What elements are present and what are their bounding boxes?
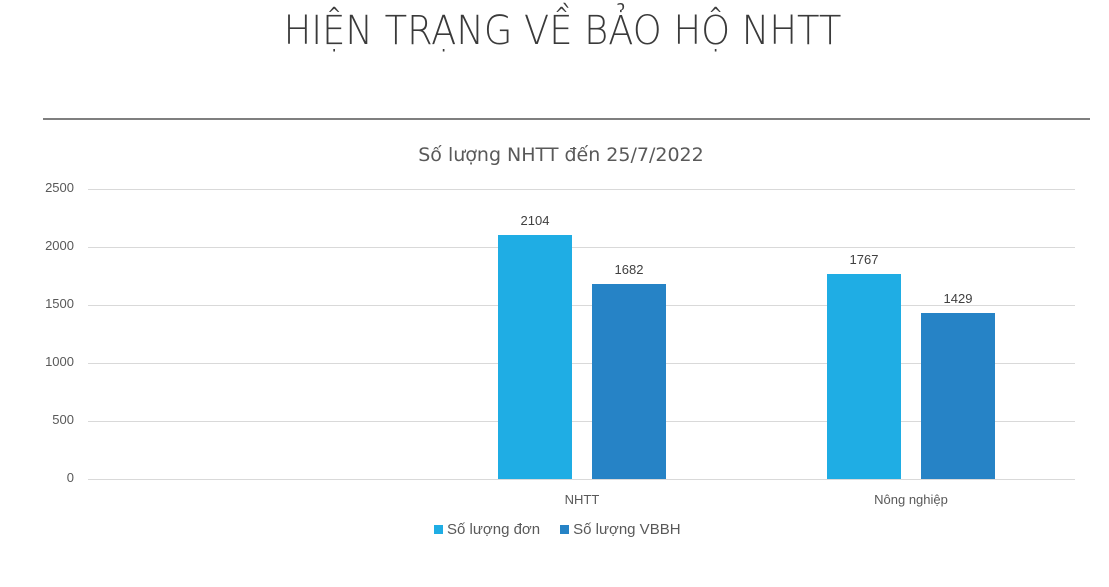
slide-title: HIỆN TRẠNG VỀ BẢO HỘ NHTT — [283, 8, 842, 54]
title-divider — [43, 118, 1090, 120]
bar-nhtt-so-luong-vbbh — [592, 284, 666, 479]
legend-swatch-icon — [560, 525, 570, 534]
data-label: 1767 — [849, 252, 879, 267]
y-tick-label: 1500 — [45, 296, 74, 311]
legend-item-so-luong-don: Số lượng đơn — [434, 521, 540, 538]
legend-item-so-luong-vbbh: Số lượng VBBH — [560, 521, 681, 538]
bar-nong-nghiep-so-luong-don — [827, 274, 901, 479]
y-tick-label: 2000 — [45, 238, 74, 253]
data-label: 1682 — [614, 262, 644, 277]
y-tick-label: 500 — [52, 412, 74, 427]
gridline-0 — [88, 479, 1075, 480]
legend-label: Số lượng VBBH — [573, 521, 681, 538]
plot-area: 2500 2000 1500 1000 500 0 2104 1682 1767… — [45, 180, 1075, 485]
chart-title: Số lượng NHTT đến 25/7/2022 — [418, 144, 704, 166]
chart-legend: Số lượng đơn Số lượng VBBH — [434, 521, 701, 538]
y-tick-label: 2500 — [45, 180, 74, 195]
gridline-1500 — [88, 305, 1075, 306]
bar-nong-nghiep-so-luong-vbbh — [921, 313, 995, 479]
y-tick-label: 1000 — [45, 354, 74, 369]
x-category-label: Nông nghiệp — [874, 492, 948, 507]
bar-nhtt-so-luong-don — [498, 235, 572, 479]
gridline-500 — [88, 421, 1075, 422]
legend-label: Số lượng đơn — [447, 521, 541, 538]
gridline-2500 — [88, 189, 1075, 190]
gridline-1000 — [88, 363, 1075, 364]
x-category-label: NHTT — [564, 492, 600, 507]
data-label: 1429 — [943, 291, 973, 306]
gridline-2000 — [88, 247, 1075, 248]
legend-swatch-icon — [434, 525, 443, 534]
y-tick-label: 0 — [66, 470, 74, 485]
data-label: 2104 — [520, 213, 550, 228]
